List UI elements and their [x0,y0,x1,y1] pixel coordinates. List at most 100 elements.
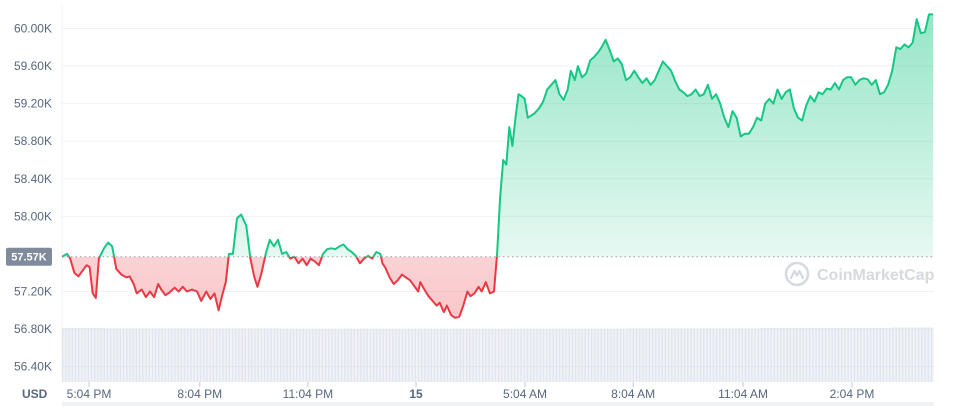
volume-bar [765,328,767,382]
volume-bar [391,329,393,382]
volume-bar [548,329,550,382]
price-area [62,14,934,318]
volume-bar [806,328,807,382]
volume-bar [339,329,341,382]
volume-bar [638,328,640,382]
volume-bar [550,329,552,382]
volume-bar [887,328,889,382]
volume-bar [557,329,559,382]
volume-bar [490,329,492,382]
volume-bar [713,328,714,382]
volume-bar [643,328,645,382]
volume-bar [580,329,582,382]
volume-bar [124,328,126,382]
volume-bar [843,328,845,382]
volume-bar [252,328,254,382]
volume-bar [793,328,794,382]
volume-bar [588,329,589,382]
volume-bar [66,328,68,382]
volume-bar [272,328,274,382]
price-line-up[interactable] [61,13,934,317]
volume-bar [303,329,305,382]
volume-bar [307,329,309,382]
volume-bar [563,329,565,382]
volume-bar [245,328,246,382]
volume-bar [489,329,491,382]
volume-bar [367,329,369,382]
volume-bar [171,328,172,382]
volume-bar [412,329,414,382]
volume-bar [271,328,273,382]
price-line[interactable] [61,13,934,319]
volume-bar [609,329,611,382]
volume-bar [362,329,364,382]
y-tick-label: 56.80K [14,322,52,336]
volume-bar [232,328,233,382]
y-tick-label: 58.80K [14,134,52,148]
volume-bar [689,328,691,382]
volume-bar [856,328,858,382]
volume-bar [637,328,639,382]
volume-bar [175,328,177,382]
price-line-down[interactable] [62,14,933,319]
volume-bar [169,328,171,382]
volume-bar [649,328,650,382]
volume-bar [804,328,806,382]
volume-bar [166,328,168,382]
volume-bar [775,328,777,382]
y-tick-label: 56.40K [14,360,52,374]
volume-bar [223,328,225,382]
volume-bar [76,328,78,382]
volume-bar [660,328,662,382]
volume-bar [205,328,207,382]
volume-bar [897,327,899,382]
volume-bar [646,328,648,382]
volume-bar [131,328,133,382]
volume-bar [762,328,764,382]
volume-bar [153,328,155,382]
volume-bar [178,328,180,382]
y-tick-label: 59.60K [14,59,52,73]
volume-bar [598,329,600,382]
volume-bar [197,328,199,382]
volume-bar [297,329,299,382]
volume-bar [582,329,584,382]
volume-bar [368,329,370,382]
y-axis: 60.00K 59.60K 59.20K 58.80K 58.40K 58.00K 57.2… [14,21,52,373]
volume-bar [537,329,539,382]
volume-bar [753,328,755,382]
volume-bar [139,328,140,382]
volume-bar [432,329,434,382]
volume-bar [348,329,350,382]
volume-bar [839,328,841,382]
volume-bar [890,327,892,382]
volume-bar [909,327,911,382]
volume-bar [547,329,549,382]
volume-bar [146,328,148,382]
volume-bar [509,329,511,382]
volume-bar [141,328,143,382]
volume-bar [777,328,778,382]
volume-bar [592,329,594,382]
volume-bar [458,329,460,382]
volume-bar [801,328,803,382]
volume-bar [875,328,877,382]
volume-bar [817,328,819,382]
volume-bar [128,328,130,382]
volume-bar [438,329,440,382]
volume-bar [140,328,142,382]
volume-bar [319,329,321,382]
volume-bar [208,328,210,382]
volume-bar [556,329,557,382]
volume-bar [852,328,854,382]
volume-bar [114,328,116,382]
volume-bar [881,328,883,382]
volume-bar [781,328,783,382]
volume-bar [179,328,181,382]
volume-bar [529,329,531,382]
volume-bar [234,328,236,382]
volume-bar [426,329,428,382]
volume-bar [755,328,757,382]
